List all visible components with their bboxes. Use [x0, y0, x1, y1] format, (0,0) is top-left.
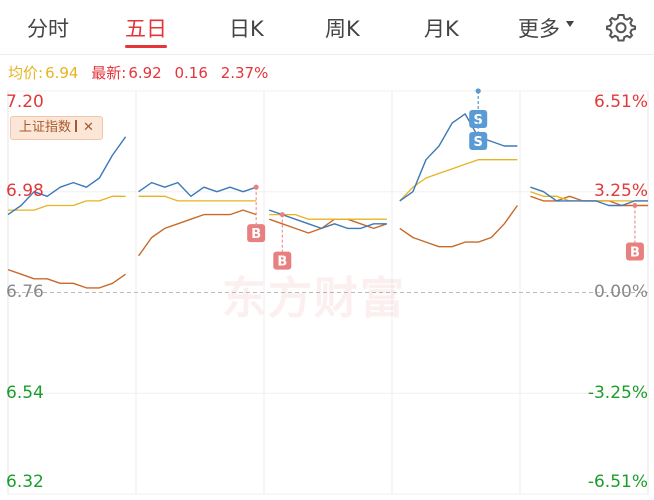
- average-price-line: [138, 195, 257, 202]
- buy-marker: [247, 224, 266, 243]
- marker-dot: [253, 184, 259, 190]
- sell-marker-label: S: [474, 113, 483, 128]
- price-line: [530, 186, 648, 207]
- price-line: [138, 181, 257, 198]
- marker-dot: [279, 212, 285, 218]
- y-right-tick: 0.00%: [593, 282, 648, 302]
- y-right-tick: 6.51%: [593, 92, 648, 112]
- y-right-tick: 3.25%: [593, 181, 648, 201]
- sell-marker: [469, 132, 488, 150]
- sell-marker-label: S: [474, 135, 483, 150]
- y-left-tick: 6.98: [6, 181, 44, 201]
- buy-marker-label: B: [277, 255, 287, 270]
- index-series-line: [138, 209, 257, 257]
- watermark-text: 东方财富: [222, 273, 406, 324]
- close-icon[interactable]: ✕: [83, 120, 94, 135]
- tab-five-day[interactable]: 五日: [125, 17, 167, 41]
- y-right-tick: -6.51%: [587, 472, 648, 492]
- tab-weekly-k[interactable]: 周K: [325, 17, 360, 41]
- marker-dot: [475, 88, 481, 94]
- quote-summary: 均价: 6.94 最新: 6.92 0.16 2.37%: [8, 62, 270, 83]
- index-overlay-label: 上证指数: [19, 120, 72, 135]
- price-line: [268, 209, 387, 230]
- average-price-line: [399, 159, 518, 202]
- average-price-line: [8, 195, 126, 211]
- tab-intraday[interactable]: 分时: [27, 17, 69, 41]
- buy-marker-label: B: [630, 245, 640, 260]
- y-right-tick: -3.25%: [587, 383, 648, 403]
- tab-daily-k[interactable]: 日K: [229, 17, 264, 41]
- price-line: [7, 136, 127, 216]
- y-left-tick: 6.32: [6, 472, 44, 492]
- buy-marker: [625, 242, 644, 261]
- index-series-line: [7, 268, 126, 289]
- index-overlay-badge[interactable]: 上证指数 ✕: [10, 116, 103, 140]
- price-change-pct: 2.37%: [220, 64, 269, 82]
- chevron-down-icon: [566, 21, 574, 27]
- buy-marker-label: B: [251, 227, 261, 242]
- gear-icon[interactable]: [606, 12, 636, 42]
- active-tab-indicator: [125, 45, 167, 48]
- latest-price-value: 6.92: [128, 64, 162, 82]
- latest-price-label: 最新:: [91, 64, 127, 82]
- avg-price-value: 6.94: [45, 64, 79, 82]
- y-left-tick: 6.76: [6, 282, 44, 302]
- tab-more[interactable]: 更多: [518, 17, 560, 41]
- avg-price-label: 均价:: [8, 64, 44, 82]
- buy-marker: [273, 251, 292, 270]
- price-change: 0.16: [174, 64, 208, 82]
- marker-dot: [632, 202, 638, 208]
- tab-monthly-k[interactable]: 月K: [424, 17, 459, 41]
- y-left-tick: 6.54: [6, 383, 44, 403]
- price-line: [399, 113, 518, 202]
- index-series-line: [399, 205, 518, 248]
- y-left-tick: 7.20: [6, 92, 44, 112]
- average-price-line: [269, 213, 387, 220]
- period-tabs: 分时 五日 日K 周K 月K 更多: [0, 0, 654, 55]
- badge-separator: [75, 120, 78, 132]
